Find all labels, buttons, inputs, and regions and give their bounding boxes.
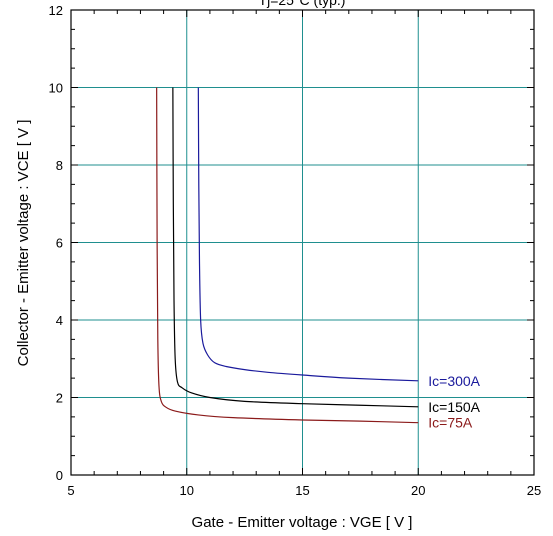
chart-title: Tj=25°C (typ.) xyxy=(259,0,346,8)
series-line xyxy=(172,87,419,408)
y-tick-label: 6 xyxy=(56,236,63,251)
y-tick-label: 0 xyxy=(56,468,63,483)
y-tick-label: 8 xyxy=(56,158,63,173)
series-label: Ic=75A xyxy=(428,415,473,431)
series-lines xyxy=(156,87,419,424)
y-tick-label: 4 xyxy=(56,313,63,328)
series-line xyxy=(197,87,419,382)
series-label: Ic=150A xyxy=(428,399,480,415)
x-axis-title: Gate - Emitter voltage : VGE [ V ] xyxy=(192,514,413,531)
y-tick-label: 2 xyxy=(56,391,63,406)
x-tick-label: 5 xyxy=(67,483,74,498)
x-tick-label: 20 xyxy=(411,483,425,498)
x-tick-label: 25 xyxy=(527,483,541,498)
y-axis-title: Collector - Emitter voltage : VCE [ V ] xyxy=(15,120,32,367)
series-line xyxy=(156,87,419,424)
grid-lines xyxy=(71,10,534,475)
y-tick-label: 10 xyxy=(49,81,63,96)
y-tick-label: 12 xyxy=(49,3,63,18)
axis-ticks: 5 10 15 20 25 0 2 4 6 8 10 12 xyxy=(49,3,542,498)
x-tick-label: 10 xyxy=(180,483,194,498)
x-tick-label: 15 xyxy=(295,483,309,498)
series-label: Ic=300A xyxy=(428,373,480,389)
